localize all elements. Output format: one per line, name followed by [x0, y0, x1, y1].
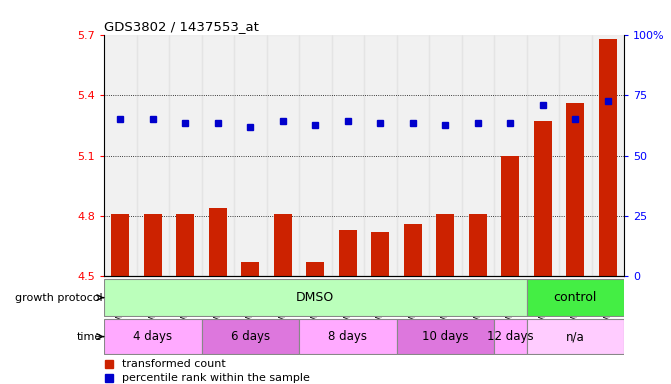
Bar [397, 35, 429, 276]
Bar [331, 35, 364, 276]
Bar [566, 103, 584, 276]
Bar [299, 319, 397, 354]
Bar [527, 35, 559, 276]
Text: 12 days: 12 days [487, 330, 533, 343]
Text: growth protocol: growth protocol [15, 293, 103, 303]
Bar [104, 279, 527, 316]
Bar [364, 35, 397, 276]
Bar [469, 214, 486, 276]
Bar [201, 319, 299, 354]
Bar [209, 208, 227, 276]
Bar [592, 35, 624, 276]
Bar [104, 319, 201, 354]
Text: time: time [77, 331, 103, 342]
Text: percentile rank within the sample: percentile rank within the sample [122, 373, 310, 383]
Bar [144, 214, 162, 276]
Bar [111, 214, 130, 276]
Text: transformed count: transformed count [122, 359, 226, 369]
Bar [404, 224, 421, 276]
Bar [266, 35, 299, 276]
Bar [527, 279, 624, 316]
Text: 6 days: 6 days [231, 330, 270, 343]
Bar [501, 156, 519, 276]
Bar [274, 214, 292, 276]
Bar [397, 319, 494, 354]
Bar [234, 35, 266, 276]
Bar [494, 319, 527, 354]
Bar [136, 35, 169, 276]
Text: n/a: n/a [566, 330, 584, 343]
Bar [429, 35, 462, 276]
Bar [104, 35, 136, 276]
Bar [527, 319, 624, 354]
Text: 4 days: 4 days [134, 330, 172, 343]
Bar [169, 35, 201, 276]
Text: control: control [554, 291, 597, 304]
Bar [201, 35, 234, 276]
Text: 10 days: 10 days [422, 330, 468, 343]
Text: DMSO: DMSO [296, 291, 334, 304]
Text: GDS3802 / 1437553_at: GDS3802 / 1437553_at [104, 20, 259, 33]
Bar [242, 262, 259, 276]
Bar [599, 39, 617, 276]
Bar [371, 232, 389, 276]
Bar [436, 214, 454, 276]
Bar [534, 121, 552, 276]
Bar [559, 35, 592, 276]
Bar [176, 214, 194, 276]
Bar [462, 35, 494, 276]
Bar [494, 35, 527, 276]
Bar [299, 35, 331, 276]
Text: 8 days: 8 days [328, 330, 367, 343]
Bar [339, 230, 357, 276]
Bar [307, 262, 324, 276]
